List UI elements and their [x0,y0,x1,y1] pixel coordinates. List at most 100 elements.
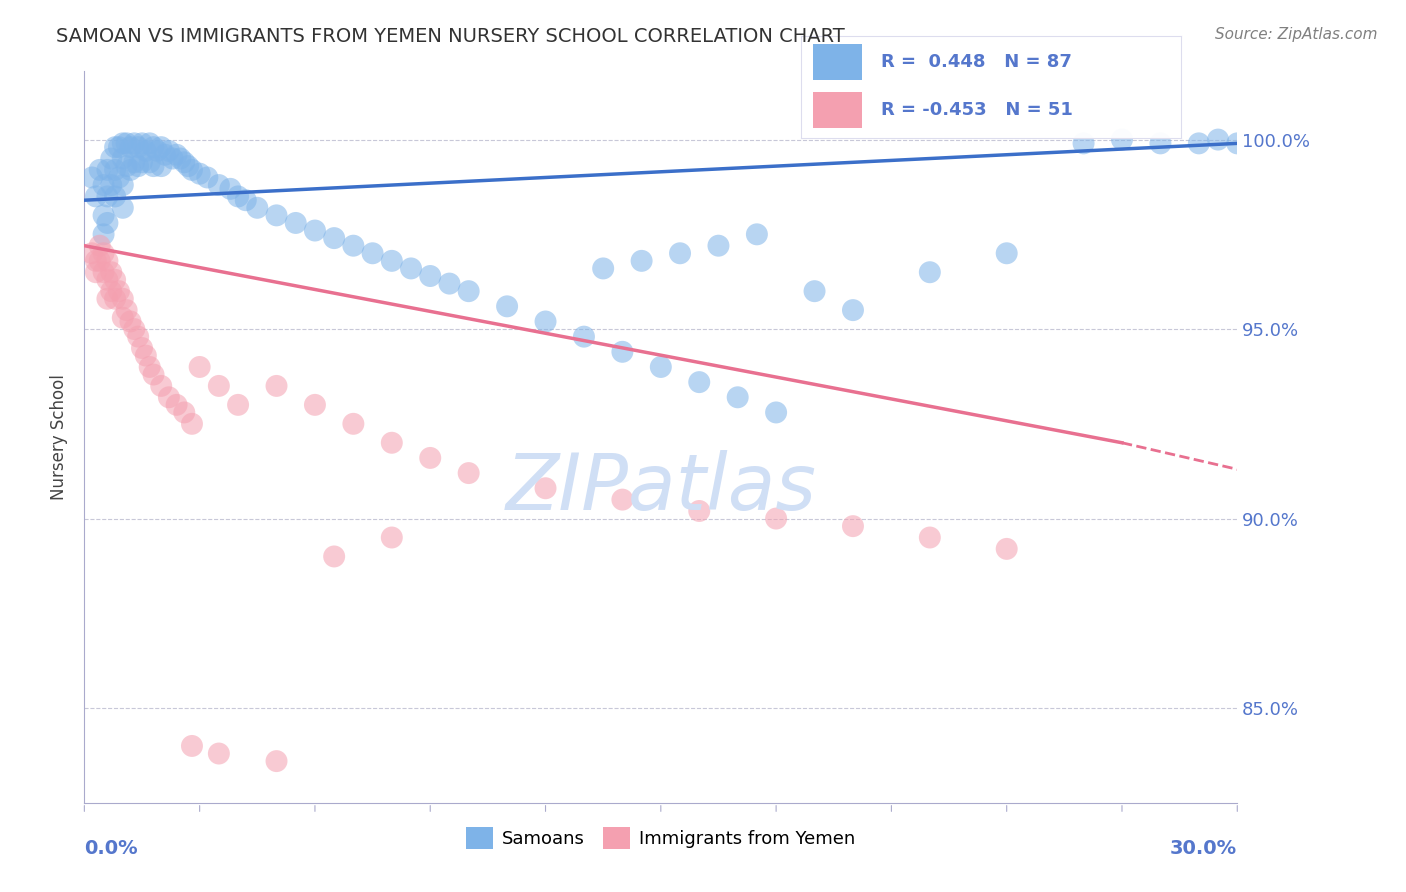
Text: R =  0.448   N = 87: R = 0.448 N = 87 [882,54,1071,71]
Point [173,155,195,169]
Point [80,170,103,185]
Point [173,405,195,419]
Point [399,261,422,276]
Point [115,136,138,151]
Point [745,227,768,242]
Point [208,178,231,192]
Point [995,541,1018,556]
Point [96,216,118,230]
Point [93,227,115,242]
Point [918,265,941,279]
Point [612,492,634,507]
Point [96,162,118,177]
Point [630,253,652,268]
Text: ZIPatlas: ZIPatlas [505,450,817,526]
Point [96,273,118,287]
Point [246,201,269,215]
Point [157,390,180,404]
Point [120,162,142,177]
Point [111,292,134,306]
Point [104,273,127,287]
Point [342,417,364,431]
Point [457,284,479,298]
Point [100,265,122,279]
Point [142,368,165,382]
Text: R = -0.453   N = 51: R = -0.453 N = 51 [882,101,1073,119]
Point [124,136,146,151]
Point [108,140,131,154]
Point [100,178,122,192]
Point [1206,132,1229,146]
Point [304,223,326,237]
Point [381,531,404,545]
Point [120,140,142,154]
Point [93,265,115,279]
Point [131,155,153,169]
Point [995,246,1018,260]
Point [181,162,204,177]
Point [111,178,134,192]
Point [842,303,865,318]
Point [219,182,242,196]
Legend: Samoans, Immigrants from Yemen: Samoans, Immigrants from Yemen [458,820,863,856]
Point [100,284,122,298]
Point [162,152,184,166]
Point [457,466,479,480]
Point [688,504,710,518]
Point [208,747,231,761]
Point [765,405,787,419]
Point [266,754,288,768]
Point [419,450,441,465]
Point [89,253,111,268]
Point [104,162,127,177]
Point [181,417,204,431]
Point [572,329,595,343]
Point [188,167,211,181]
Point [266,208,288,222]
Point [108,170,131,185]
Point [127,140,149,154]
Text: SAMOAN VS IMMIGRANTS FROM YEMEN NURSERY SCHOOL CORRELATION CHART: SAMOAN VS IMMIGRANTS FROM YEMEN NURSERY … [56,27,845,45]
Point [131,136,153,151]
Point [342,238,364,252]
Point [138,136,160,151]
Point [534,481,557,495]
FancyBboxPatch shape [813,44,862,79]
Point [138,155,160,169]
Point [612,344,634,359]
Point [650,359,672,374]
Point [419,268,441,283]
Point [157,144,180,158]
Point [93,178,115,192]
Point [1188,136,1211,151]
Point [208,379,231,393]
Text: Source: ZipAtlas.com: Source: ZipAtlas.com [1215,27,1378,42]
Point [381,435,404,450]
Point [266,379,288,393]
Y-axis label: Nursery School: Nursery School [51,374,69,500]
Point [142,159,165,173]
Point [226,398,249,412]
Point [111,152,134,166]
Point [131,341,153,355]
Point [323,549,346,564]
Point [84,253,107,268]
Point [166,398,188,412]
Point [1073,136,1095,151]
Point [150,159,173,173]
Point [93,208,115,222]
Point [89,162,111,177]
Point [842,519,865,533]
Point [104,292,127,306]
Point [150,379,173,393]
Point [235,193,257,207]
Point [89,238,111,252]
Point [1226,136,1249,151]
Point [111,310,134,325]
Point [803,284,825,298]
Text: 0.0%: 0.0% [84,839,138,858]
Point [181,739,204,753]
Point [361,246,384,260]
Point [80,246,103,260]
Point [108,284,131,298]
